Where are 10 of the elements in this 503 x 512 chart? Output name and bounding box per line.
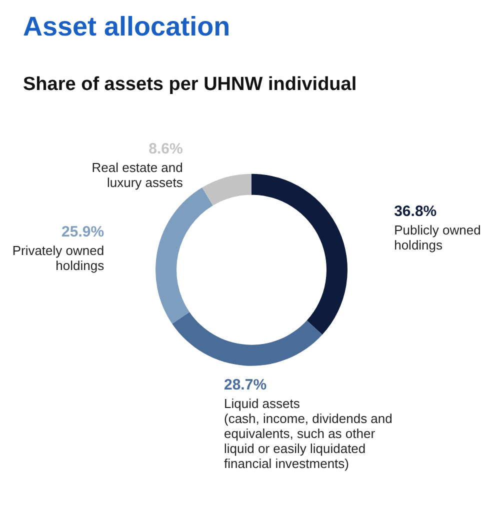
data-label: 36.8% [394, 202, 437, 220]
slice-label: Privately owned holdings [12, 243, 105, 274]
chart-subtitle: Share of assets per UHNW individual [23, 74, 357, 95]
data-label: 8.6% [148, 140, 183, 158]
slice-label: Real estate and luxury assets [92, 160, 184, 190]
data-label: 25.9% [62, 224, 104, 241]
slice-label: Liquid assets (cash, income, dividends and equivalents, such as other liquid or easily liquidated financial investments) [224, 396, 392, 471]
data-label: 28.7% [224, 376, 267, 394]
chart-title: Asset allocation [23, 12, 230, 42]
slice-label: Publicly owned holdings [394, 222, 481, 252]
